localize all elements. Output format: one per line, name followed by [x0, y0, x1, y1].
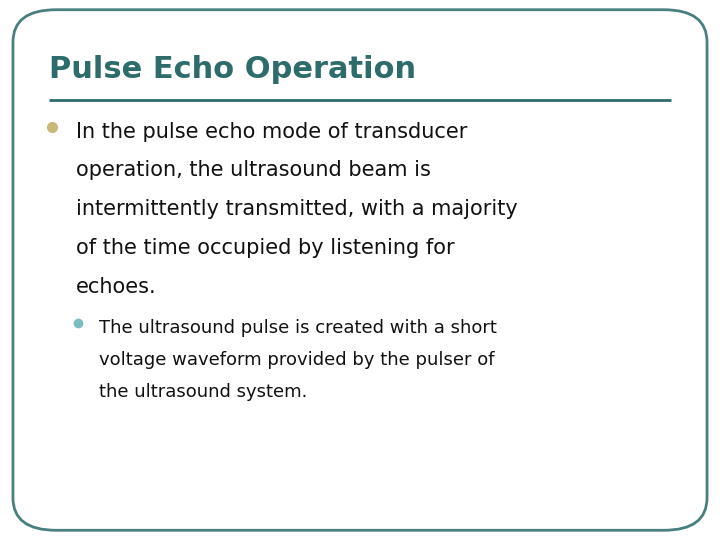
FancyBboxPatch shape — [13, 10, 707, 530]
Text: In the pulse echo mode of transducer: In the pulse echo mode of transducer — [76, 122, 467, 141]
Text: operation, the ultrasound beam is: operation, the ultrasound beam is — [76, 160, 431, 180]
Text: voltage waveform provided by the pulser of: voltage waveform provided by the pulser … — [99, 351, 495, 369]
Text: The ultrasound pulse is created with a short: The ultrasound pulse is created with a s… — [99, 319, 498, 336]
Text: of the time occupied by listening for: of the time occupied by listening for — [76, 238, 454, 258]
Text: echoes.: echoes. — [76, 277, 156, 297]
Text: the ultrasound system.: the ultrasound system. — [99, 383, 307, 401]
Text: Pulse Echo Operation: Pulse Echo Operation — [49, 55, 416, 84]
Text: intermittently transmitted, with a majority: intermittently transmitted, with a major… — [76, 199, 518, 219]
